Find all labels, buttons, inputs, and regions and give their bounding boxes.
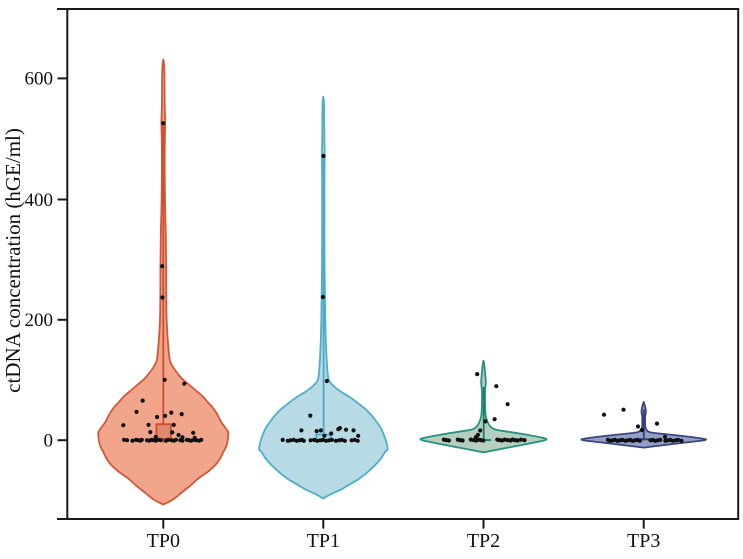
svg-text:TP0: TP0 (147, 530, 180, 552)
svg-text:TP3: TP3 (627, 530, 660, 552)
svg-text:0: 0 (44, 431, 54, 452)
svg-text:400: 400 (25, 190, 54, 211)
svg-text:200: 200 (25, 310, 54, 331)
svg-text:ctDNA concentration (hGE/ml): ctDNA concentration (hGE/ml) (1, 128, 25, 393)
svg-text:TP1: TP1 (307, 530, 340, 552)
svg-text:600: 600 (25, 69, 54, 90)
svg-text:TP2: TP2 (467, 530, 500, 552)
